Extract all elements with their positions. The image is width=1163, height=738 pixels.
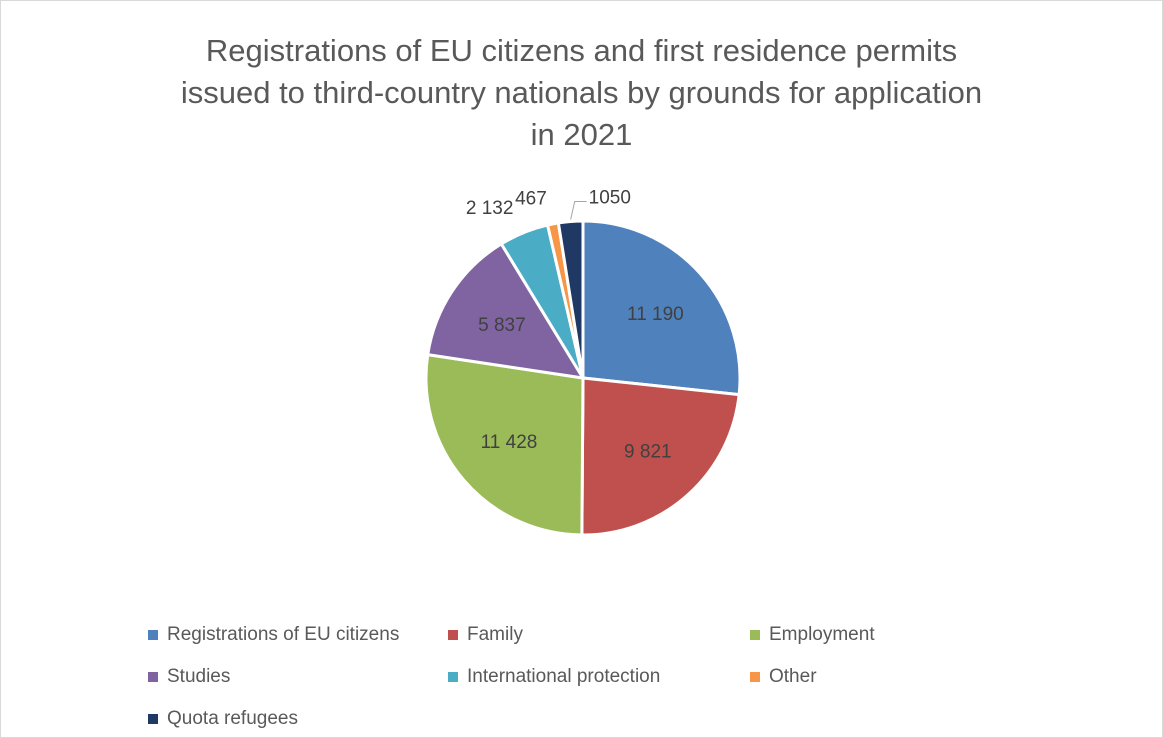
data-label-employment: 11 428 xyxy=(481,432,538,453)
chart-title-line-3: in 2021 xyxy=(530,117,633,152)
chart-title-line-2: issued to third-country nationals by gro… xyxy=(180,75,983,110)
leader-line-quota-refugees xyxy=(570,200,587,220)
data-label-international-protection: 2 132 xyxy=(466,198,514,219)
pie-slice-family xyxy=(580,376,741,537)
data-label-quota-refugees: 1050 xyxy=(589,187,631,208)
data-label-registrations-of-eu-citizens: 11 190 xyxy=(627,304,684,325)
pie-slice-quota-refugees xyxy=(556,219,585,380)
data-label-studies: 5 837 xyxy=(478,315,526,336)
data-label-other: 467 xyxy=(515,188,547,209)
chart-title-line-1: Registrations of EU citizens and first r… xyxy=(205,33,958,68)
data-label-family: 9 821 xyxy=(624,442,672,463)
pie-slice-registrations-of-eu-citizens xyxy=(581,219,742,397)
chart-title: Registrations of EU citizens and first r… xyxy=(120,30,1043,156)
pie-slice-employment xyxy=(424,353,585,537)
pie-slice-studies xyxy=(426,242,585,380)
